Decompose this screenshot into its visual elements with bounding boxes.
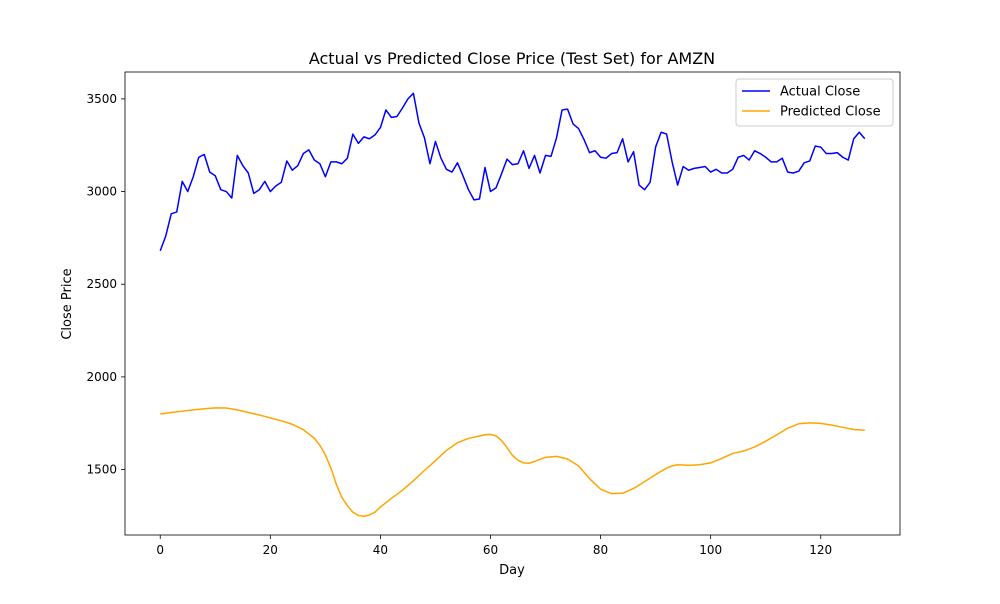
x-tick-label: 40 [373,543,388,557]
y-tick-label: 3000 [86,185,117,199]
x-tick-label: 100 [699,543,722,557]
x-tick-label: 0 [156,543,164,557]
x-axis-label: Day [499,563,525,578]
chart-title: Actual vs Predicted Close Price (Test Se… [309,49,715,68]
series-line-predicted-close [160,407,865,518]
x-tick-label: 60 [483,543,498,557]
x-tick-label: 80 [593,543,608,557]
y-tick-label: 3500 [86,92,117,106]
legend-label: Predicted Close [780,105,881,120]
y-tick-label: 1500 [86,463,117,477]
plot-frame [124,71,901,536]
legend-box [735,78,894,127]
x-tick-label: 120 [809,543,832,557]
y-axis-label: Close Price [60,268,75,339]
legend-label: Actual Close [780,85,860,100]
y-tick-label: 2500 [86,277,117,291]
series-line-actual-close [159,92,866,252]
y-tick-label: 2000 [86,370,117,384]
x-tick-label: 20 [263,543,278,557]
